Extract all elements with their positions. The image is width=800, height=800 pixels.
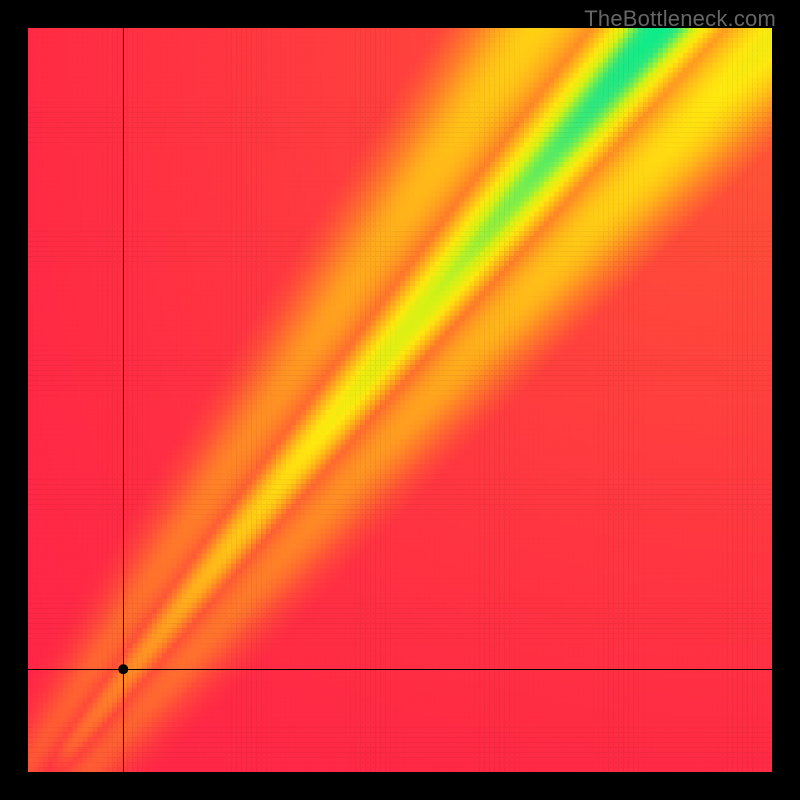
watermark-text: TheBottleneck.com <box>584 6 776 32</box>
bottleneck-heatmap <box>0 0 800 800</box>
chart-container: TheBottleneck.com <box>0 0 800 800</box>
